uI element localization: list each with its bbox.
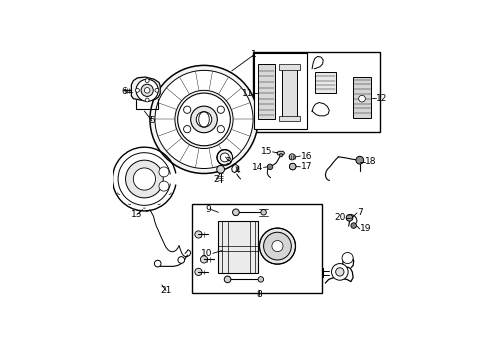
Text: 5: 5 [149,116,155,125]
Circle shape [200,256,208,263]
Text: 18: 18 [365,157,376,166]
Circle shape [195,231,202,238]
Circle shape [217,106,224,113]
Text: 7: 7 [357,208,363,217]
Text: 9: 9 [205,205,211,214]
Text: 6: 6 [121,87,127,96]
Circle shape [155,70,253,168]
Circle shape [175,90,233,149]
Bar [258,64,275,120]
Text: 15: 15 [261,147,272,156]
Circle shape [356,156,364,164]
Circle shape [184,126,191,133]
Circle shape [332,264,348,280]
Text: 1: 1 [251,50,257,59]
Bar [282,67,297,118]
Circle shape [154,260,161,267]
Polygon shape [131,77,160,100]
Circle shape [264,232,292,260]
Circle shape [150,66,258,174]
Text: 10: 10 [201,249,213,258]
Circle shape [145,98,149,102]
Circle shape [145,79,149,82]
Circle shape [359,95,366,102]
Circle shape [125,160,163,198]
Circle shape [351,223,356,228]
Circle shape [145,87,150,93]
Circle shape [272,240,283,252]
Text: 17: 17 [300,162,312,171]
Circle shape [336,268,344,276]
Circle shape [289,154,295,160]
Bar [192,204,322,293]
Circle shape [217,150,233,165]
Text: 20: 20 [335,213,346,222]
Circle shape [220,153,229,162]
Bar [218,221,258,273]
Text: 11: 11 [242,89,253,98]
Text: 14: 14 [252,163,264,172]
Bar [279,64,299,69]
Circle shape [178,93,230,146]
Circle shape [261,210,267,215]
Text: 3: 3 [225,157,231,166]
Text: 12: 12 [376,94,387,103]
Text: 13: 13 [131,210,143,219]
Text: 4: 4 [235,166,241,175]
Circle shape [224,276,231,283]
Text: 21: 21 [160,286,172,295]
Circle shape [267,164,273,170]
Text: 8: 8 [256,291,262,300]
Circle shape [233,209,239,216]
Circle shape [259,228,295,264]
Circle shape [217,166,224,173]
Circle shape [217,126,224,133]
Circle shape [133,168,155,190]
Circle shape [290,163,296,170]
Circle shape [136,79,158,102]
Circle shape [196,112,212,127]
Circle shape [279,153,283,157]
Text: 16: 16 [300,152,312,161]
Circle shape [184,106,191,113]
Bar [279,116,299,121]
Circle shape [258,276,264,282]
Bar [315,72,336,93]
Text: 2: 2 [214,175,220,184]
Circle shape [141,84,153,96]
Bar [254,53,307,129]
Circle shape [155,89,159,92]
Bar [353,77,371,118]
Polygon shape [277,151,284,155]
Circle shape [195,268,202,275]
Circle shape [346,215,353,221]
Circle shape [191,106,217,133]
Circle shape [159,181,169,191]
Bar [252,51,380,132]
Circle shape [136,89,140,92]
Circle shape [178,257,185,263]
Circle shape [342,252,353,264]
Text: 19: 19 [360,224,371,233]
Circle shape [159,167,169,177]
